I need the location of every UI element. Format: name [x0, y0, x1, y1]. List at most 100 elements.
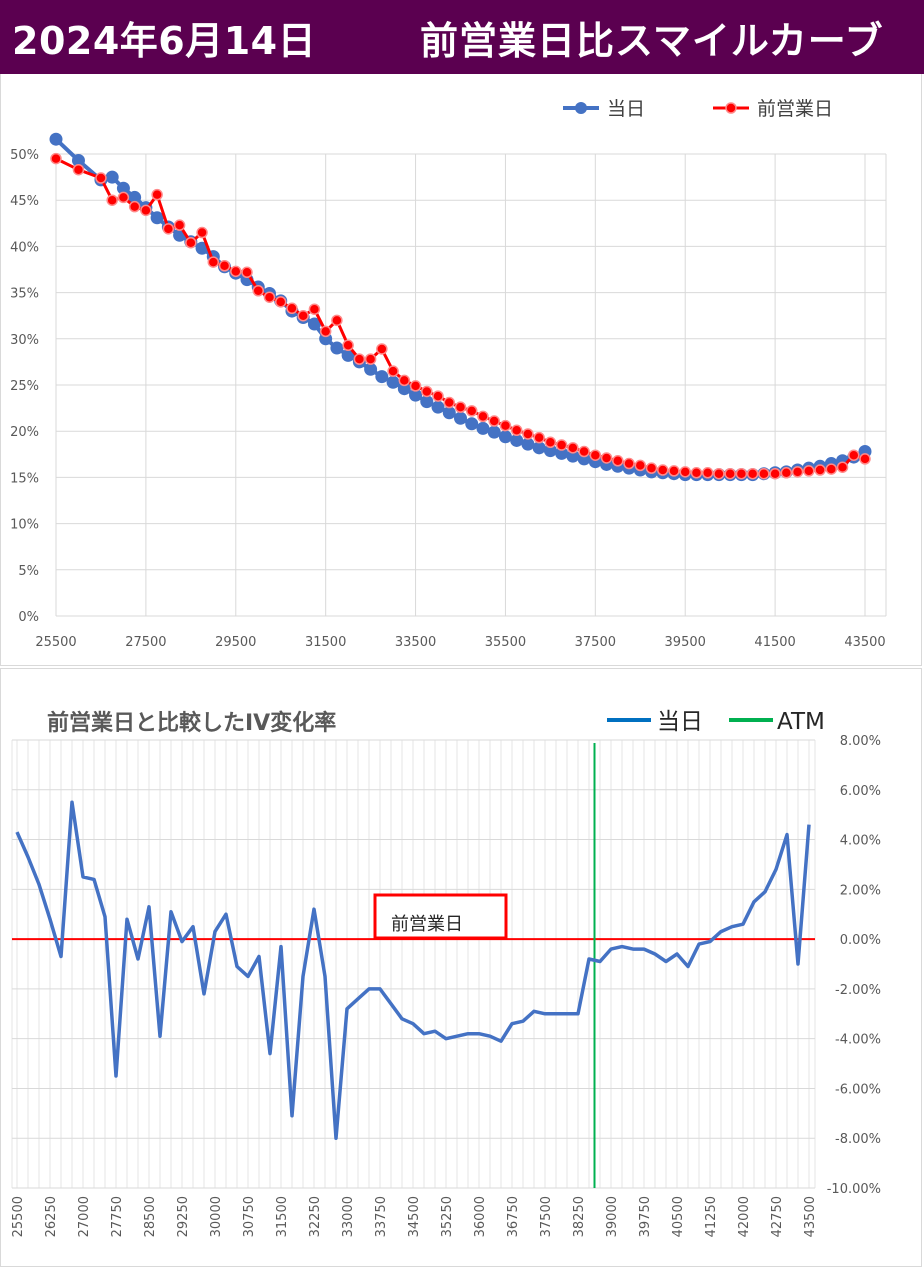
y-tick-label: -8.00% [835, 1132, 881, 1147]
data-point [364, 353, 377, 365]
data-point [848, 449, 860, 461]
annotation-box [373, 893, 508, 940]
x-tick-label: 36000 [473, 1196, 488, 1237]
data-point [555, 446, 569, 460]
data-point [859, 453, 871, 465]
data-point [746, 467, 759, 480]
y-tick-label: 25% [10, 379, 39, 394]
data-point [589, 449, 602, 461]
x-tick-label: 35500 [485, 635, 526, 650]
data-point [95, 172, 107, 184]
data-point [297, 309, 309, 322]
data-point [71, 153, 85, 167]
y-tick-label: -2.00% [835, 983, 881, 998]
data-point [398, 374, 411, 387]
data-point [252, 285, 264, 297]
data-point [50, 152, 62, 165]
smile-curve-chart: 0% 5% 10% 15% 20% 25% 30% 35% 40% 45% 50% 25500 2750… [0, 74, 922, 666]
data-point [128, 190, 142, 204]
y-tick-label: 0% [18, 610, 39, 625]
x-tick-label: 30750 [242, 1196, 257, 1237]
data-point [49, 132, 63, 146]
y-tick-label: -4.00% [835, 1033, 881, 1048]
data-point [600, 452, 613, 464]
data-point [230, 265, 242, 278]
y-tick-label: 5% [18, 564, 39, 579]
data-point [701, 467, 714, 479]
y-tick-label: 6.00% [840, 784, 881, 799]
data-point [128, 200, 141, 213]
y-tick-label: 4.00% [840, 834, 881, 849]
data-point [185, 236, 197, 249]
data-point [140, 204, 152, 217]
y-tick-label: 40% [10, 240, 39, 255]
data-point [364, 362, 378, 376]
data-point [465, 417, 479, 431]
x-tick-label: 33750 [374, 1196, 389, 1237]
data-point [645, 462, 658, 474]
y-tick-label: 2.00% [840, 883, 881, 898]
data-point [263, 291, 276, 303]
data-point [477, 410, 489, 423]
x-tick-label: 26250 [44, 1196, 59, 1237]
legend-label-atm: ATM [777, 709, 825, 735]
data-point [791, 466, 804, 478]
data-point [657, 464, 669, 476]
x-tick-label: 31500 [305, 635, 346, 650]
x-tick-label: 27000 [77, 1196, 92, 1237]
legend-label-today: 当日 [657, 709, 703, 735]
data-point [375, 370, 389, 384]
header-date: 2024年6月14日 [12, 19, 317, 63]
data-point [432, 390, 444, 402]
legend-marker-prev-day [725, 102, 737, 114]
data-point [241, 266, 253, 279]
x-tick-label: 41500 [754, 635, 795, 650]
data-point [207, 256, 220, 268]
data-point [151, 188, 163, 201]
x-tick-label: 29250 [176, 1196, 191, 1237]
data-point [690, 467, 703, 479]
header-title: 前営業日比スマイルカーブ [420, 19, 884, 63]
data-point [409, 380, 422, 392]
y-tick-label: 35% [10, 287, 39, 302]
data-point [331, 314, 343, 327]
data-point [376, 343, 388, 355]
data-point [803, 465, 815, 477]
x-tick-label: 43500 [844, 635, 885, 650]
data-point [353, 353, 366, 365]
data-point [499, 419, 512, 432]
x-tick-label: 27750 [110, 1196, 125, 1237]
x-tick-label: 29500 [215, 635, 256, 650]
data-point [679, 466, 691, 478]
data-point [465, 405, 478, 417]
x-tick-label: 42000 [737, 1196, 752, 1237]
iv-change-chart: 8.00% 6.00% 4.00% 2.00% 0.00% -2.00% -4.00% -6.… [0, 668, 922, 1267]
data-point [566, 449, 580, 463]
x-tick-label: 40500 [671, 1196, 686, 1237]
x-tick-label: 33000 [341, 1196, 356, 1237]
data-point [72, 163, 85, 176]
data-point [105, 170, 119, 184]
x-tick-label: 25500 [11, 1196, 26, 1237]
x-tick-label: 33500 [395, 635, 436, 650]
data-point [162, 223, 175, 235]
x-tick-label: 37500 [575, 635, 616, 650]
y-tick-label: 0.00% [840, 933, 881, 948]
y-tick-label: -6.00% [835, 1082, 881, 1097]
legend-label-today: 当日 [607, 98, 645, 120]
x-tick-label: 34500 [407, 1196, 422, 1237]
y-tick-label: 45% [10, 194, 39, 209]
data-point [342, 339, 354, 352]
chart-title: 前営業日と比較したIV変化率 [47, 710, 336, 736]
data-point [623, 457, 635, 470]
smile-curve-svg: 0% 5% 10% 15% 20% 25% 30% 35% 40% 45% 50% 25500 2750… [10, 98, 887, 650]
x-tick-label: 31500 [275, 1196, 290, 1237]
data-point [286, 302, 298, 315]
data-point [106, 194, 118, 206]
x-tick-label: 39750 [638, 1196, 653, 1237]
data-point [488, 415, 500, 427]
data-point [825, 463, 838, 475]
data-point [307, 317, 321, 331]
y-tick-label: 10% [10, 518, 39, 533]
data-point [814, 464, 826, 476]
